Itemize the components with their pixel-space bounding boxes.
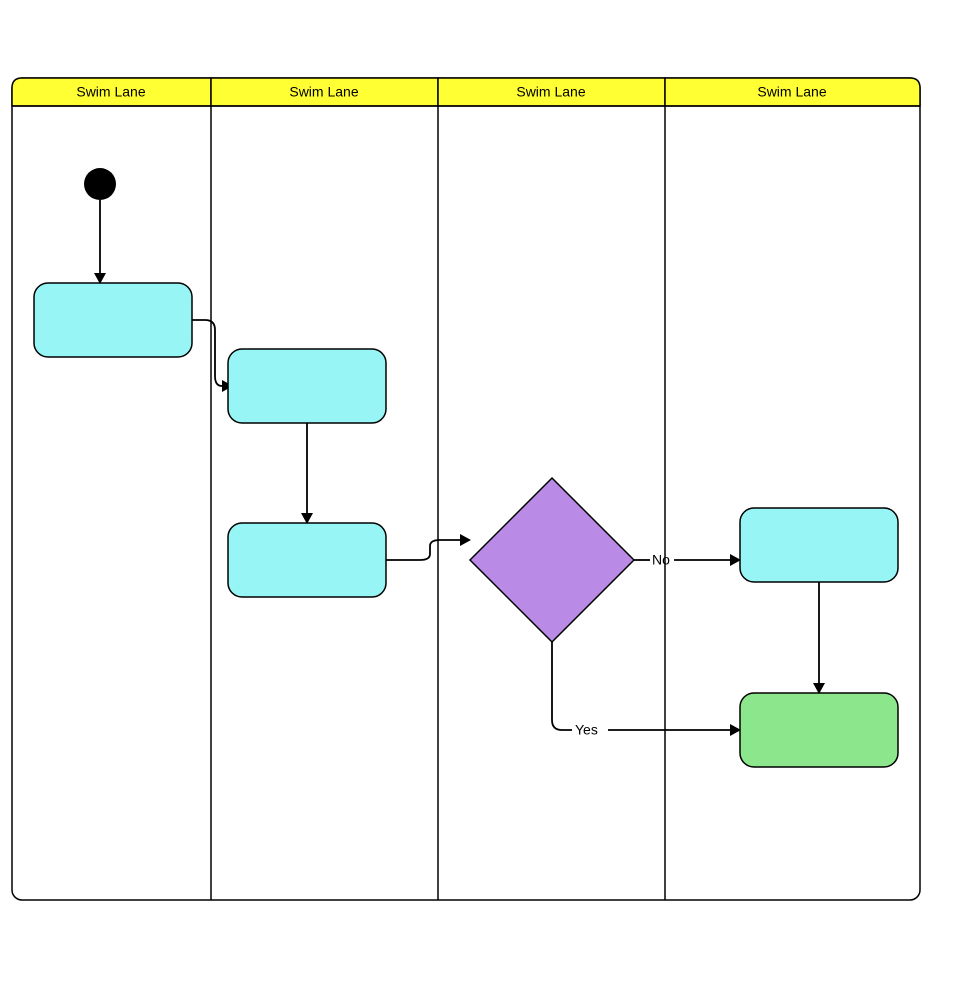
end-node <box>740 693 898 767</box>
lane-label-3: Swim Lane <box>516 84 585 100</box>
activity-a4 <box>740 508 898 582</box>
pool-border <box>12 78 920 900</box>
lane-label-2: Swim Lane <box>289 84 358 100</box>
edge-label-no: No <box>652 552 670 568</box>
swimlane-diagram: Swim Lane Swim Lane Swim Lane Swim Lane … <box>0 0 958 1008</box>
activity-a3 <box>228 523 386 597</box>
edge-label-yes: Yes <box>575 722 598 738</box>
lane-label-1: Swim Lane <box>76 84 145 100</box>
start-node <box>84 168 116 200</box>
activity-a2 <box>228 349 386 423</box>
lane-label-4: Swim Lane <box>757 84 826 100</box>
activity-a1 <box>34 283 192 357</box>
lane-headers: Swim Lane Swim Lane Swim Lane Swim Lane <box>12 78 920 106</box>
